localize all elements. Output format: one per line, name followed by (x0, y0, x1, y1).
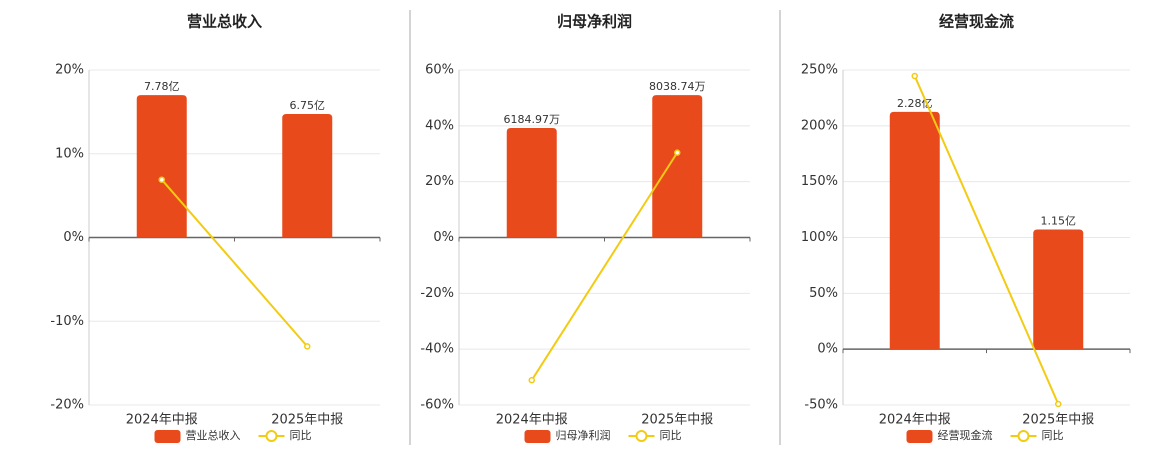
y-tick-label: -20% (420, 286, 454, 301)
bar-value-label: 7.78亿 (144, 80, 180, 93)
y-tick-label: 250% (801, 63, 838, 78)
legend-label: 同比 (660, 429, 682, 442)
chart-title: 经营现金流 (939, 13, 1014, 31)
y-tick-label: 20% (425, 174, 454, 189)
y-tick-label: -10% (50, 314, 84, 329)
line-point (911, 72, 918, 80)
y-tick-label: 150% (801, 174, 838, 189)
bar (889, 111, 940, 350)
x-tick-label: 2024年中报 (496, 413, 568, 428)
legend-swatch (1017, 430, 1030, 442)
legend-label: 同比 (290, 429, 312, 442)
y-tick-label: 0% (63, 230, 84, 245)
y-tick-label: 60% (425, 63, 454, 78)
y-tick-label: 50% (809, 286, 838, 301)
y-tick-label: 100% (801, 230, 838, 245)
y-tick-label: 200% (801, 118, 838, 133)
bar-value-label: 6184.97万 (504, 113, 561, 126)
y-tick-label: 40% (425, 118, 454, 133)
bar (282, 113, 333, 238)
y-tick-label: -20% (50, 398, 84, 413)
bar-value-label: 2.28亿 (897, 97, 933, 110)
bar (506, 127, 557, 238)
x-tick-label: 2024年中报 (879, 413, 951, 428)
y-tick-label: 0% (817, 342, 838, 357)
bar (136, 95, 187, 238)
x-tick-label: 2025年中报 (271, 413, 343, 428)
legend-swatch (154, 430, 181, 443)
y-tick-label: 0% (433, 230, 454, 245)
bar-value-label: 6.75亿 (290, 99, 326, 112)
line (913, 75, 1060, 405)
x-tick-label: 2025年中报 (1022, 413, 1094, 428)
chart-title: 营业总收入 (187, 13, 262, 31)
legend-label: 经营现金流 (938, 428, 993, 442)
legend-swatch (906, 430, 933, 443)
chart-title: 归母净利润 (557, 13, 632, 31)
x-tick-label: 2025年中报 (641, 413, 713, 428)
bar-value-label: 8038.74万 (649, 80, 706, 93)
line (160, 179, 309, 348)
line-point (528, 376, 535, 384)
line-point (304, 343, 311, 350)
bar (1033, 229, 1084, 350)
line (530, 152, 679, 381)
legend-label: 营业总收入 (186, 428, 241, 442)
y-tick-label: 10% (55, 146, 84, 161)
legend-swatch (635, 430, 648, 442)
bar-value-label: 1.15亿 (1041, 214, 1077, 227)
y-tick-label: -40% (420, 342, 454, 357)
x-tick-label: 2024年中报 (126, 413, 198, 428)
line-point (1055, 400, 1062, 408)
line-point (158, 176, 165, 183)
legend-label: 归母净利润 (556, 428, 611, 442)
y-tick-label: 20% (55, 63, 84, 78)
line-point (674, 149, 681, 156)
legend-swatch (265, 430, 278, 442)
y-tick-label: -50% (804, 398, 838, 413)
legend-swatch (524, 430, 551, 443)
bar (652, 95, 703, 238)
legend-label: 同比 (1042, 429, 1064, 442)
y-tick-label: -60% (420, 398, 454, 413)
